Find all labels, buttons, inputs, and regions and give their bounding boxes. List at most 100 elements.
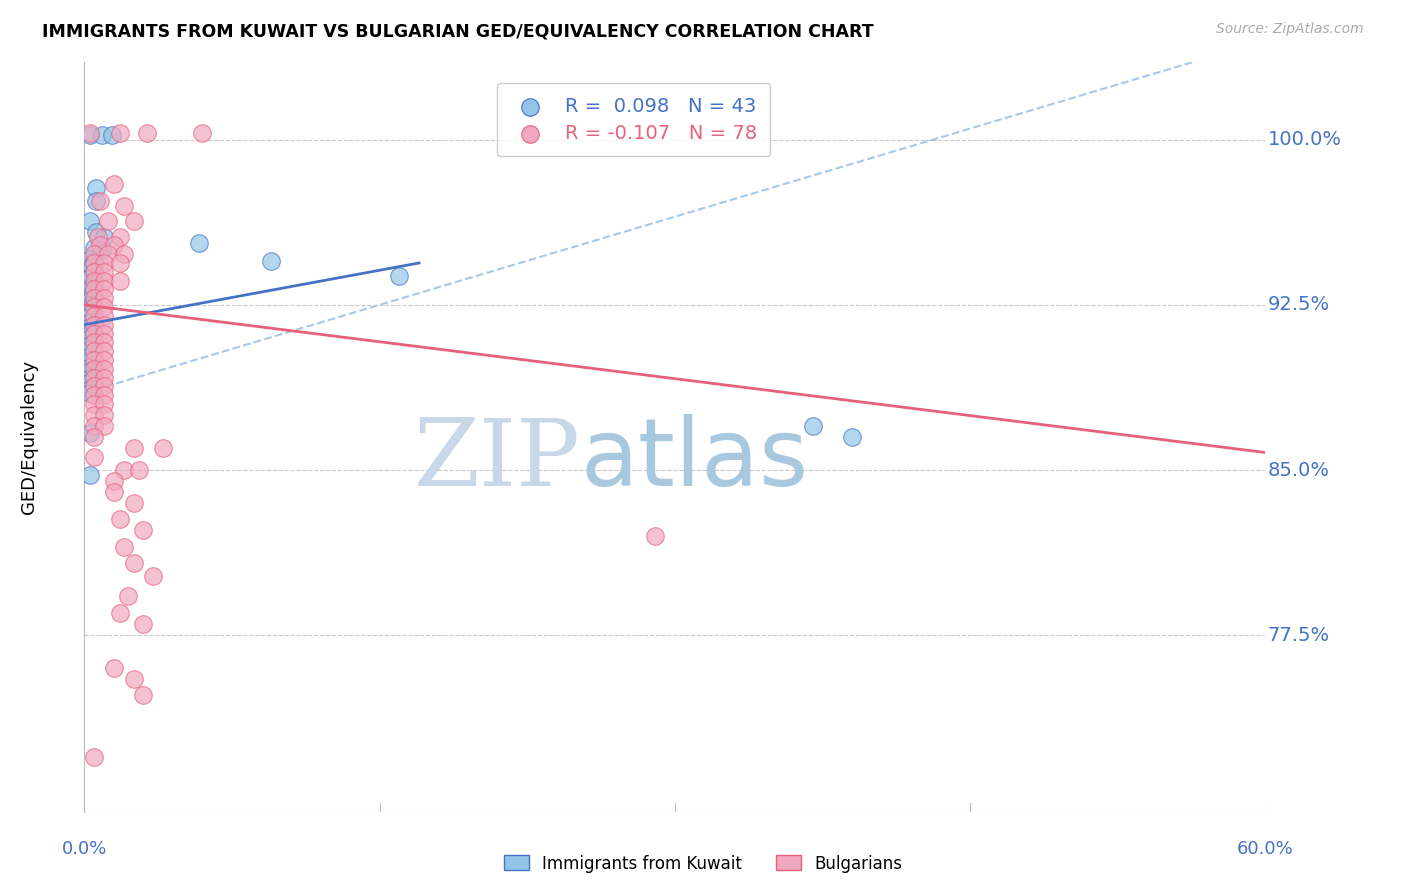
- Text: GED/Equivalency: GED/Equivalency: [20, 360, 38, 514]
- Text: IMMIGRANTS FROM KUWAIT VS BULGARIAN GED/EQUIVALENCY CORRELATION CHART: IMMIGRANTS FROM KUWAIT VS BULGARIAN GED/…: [42, 22, 873, 40]
- Point: [83, 370, 105, 384]
- Point: [93, 397, 115, 411]
- Point: [108, 126, 131, 140]
- Point: [83, 361, 105, 376]
- Point: [93, 361, 115, 376]
- Point: [79, 382, 101, 396]
- Point: [132, 617, 155, 632]
- Text: 92.5%: 92.5%: [1268, 295, 1330, 314]
- Point: [89, 194, 111, 209]
- Point: [91, 243, 114, 257]
- Text: 100.0%: 100.0%: [1268, 130, 1341, 149]
- Point: [83, 318, 105, 332]
- Point: [97, 214, 120, 228]
- Point: [260, 253, 283, 268]
- Point: [83, 335, 105, 350]
- Point: [108, 229, 131, 244]
- Text: ZIP: ZIP: [413, 415, 581, 505]
- Point: [79, 126, 101, 140]
- Text: atlas: atlas: [581, 414, 808, 506]
- Point: [79, 364, 101, 378]
- Point: [388, 269, 411, 284]
- Point: [83, 276, 105, 290]
- Point: [91, 128, 114, 143]
- Point: [79, 316, 101, 330]
- Point: [79, 370, 101, 384]
- Point: [83, 256, 105, 270]
- Point: [79, 293, 101, 308]
- Point: [93, 291, 115, 305]
- Point: [128, 463, 150, 477]
- Point: [79, 349, 101, 363]
- Point: [93, 335, 115, 350]
- Point: [841, 430, 863, 444]
- Point: [103, 485, 125, 500]
- Point: [83, 326, 105, 341]
- Point: [79, 304, 101, 318]
- Point: [93, 419, 115, 434]
- Point: [79, 252, 101, 266]
- Point: [112, 541, 135, 555]
- Point: [83, 344, 105, 359]
- Point: [103, 474, 125, 488]
- Point: [79, 326, 101, 341]
- Point: [117, 589, 139, 603]
- Point: [83, 247, 105, 261]
- Point: [83, 450, 105, 464]
- Point: [103, 238, 125, 252]
- Point: [79, 353, 101, 368]
- Point: [79, 337, 101, 351]
- Point: [93, 309, 115, 323]
- Point: [801, 419, 824, 434]
- Legend: R =  0.098   N = 43, R = -0.107   N = 78: R = 0.098 N = 43, R = -0.107 N = 78: [496, 83, 770, 156]
- Point: [97, 247, 120, 261]
- Point: [79, 319, 101, 334]
- Point: [93, 300, 115, 314]
- Point: [136, 126, 159, 140]
- Legend: Immigrants from Kuwait, Bulgarians: Immigrants from Kuwait, Bulgarians: [498, 848, 908, 880]
- Point: [93, 326, 115, 341]
- Point: [108, 511, 131, 525]
- Point: [83, 379, 105, 393]
- Point: [79, 309, 101, 323]
- Point: [93, 353, 115, 368]
- Point: [142, 569, 165, 583]
- Point: [108, 607, 131, 621]
- Point: [79, 467, 101, 482]
- Text: 60.0%: 60.0%: [1237, 840, 1294, 858]
- Point: [122, 441, 145, 455]
- Point: [93, 282, 115, 296]
- Point: [122, 496, 145, 510]
- Point: [93, 256, 115, 270]
- Point: [82, 286, 104, 301]
- Point: [83, 291, 105, 305]
- Point: [89, 238, 111, 252]
- Point: [83, 419, 105, 434]
- Point: [132, 523, 155, 537]
- Point: [93, 265, 115, 279]
- Point: [79, 128, 101, 143]
- Point: [82, 260, 104, 275]
- Point: [83, 397, 105, 411]
- Point: [122, 214, 145, 228]
- Point: [83, 241, 105, 255]
- Point: [79, 282, 101, 296]
- Point: [93, 379, 115, 393]
- Point: [83, 430, 105, 444]
- Point: [79, 331, 101, 345]
- Text: 0.0%: 0.0%: [62, 840, 107, 858]
- Point: [79, 359, 101, 374]
- Point: [93, 318, 115, 332]
- Point: [84, 194, 107, 209]
- Point: [83, 309, 105, 323]
- Point: [112, 247, 135, 261]
- Point: [122, 673, 145, 687]
- Point: [79, 214, 101, 228]
- Point: [83, 408, 105, 422]
- Point: [83, 282, 105, 296]
- Point: [84, 181, 107, 195]
- Point: [152, 441, 174, 455]
- Point: [103, 177, 125, 191]
- Point: [108, 256, 131, 270]
- Text: 77.5%: 77.5%: [1268, 626, 1330, 645]
